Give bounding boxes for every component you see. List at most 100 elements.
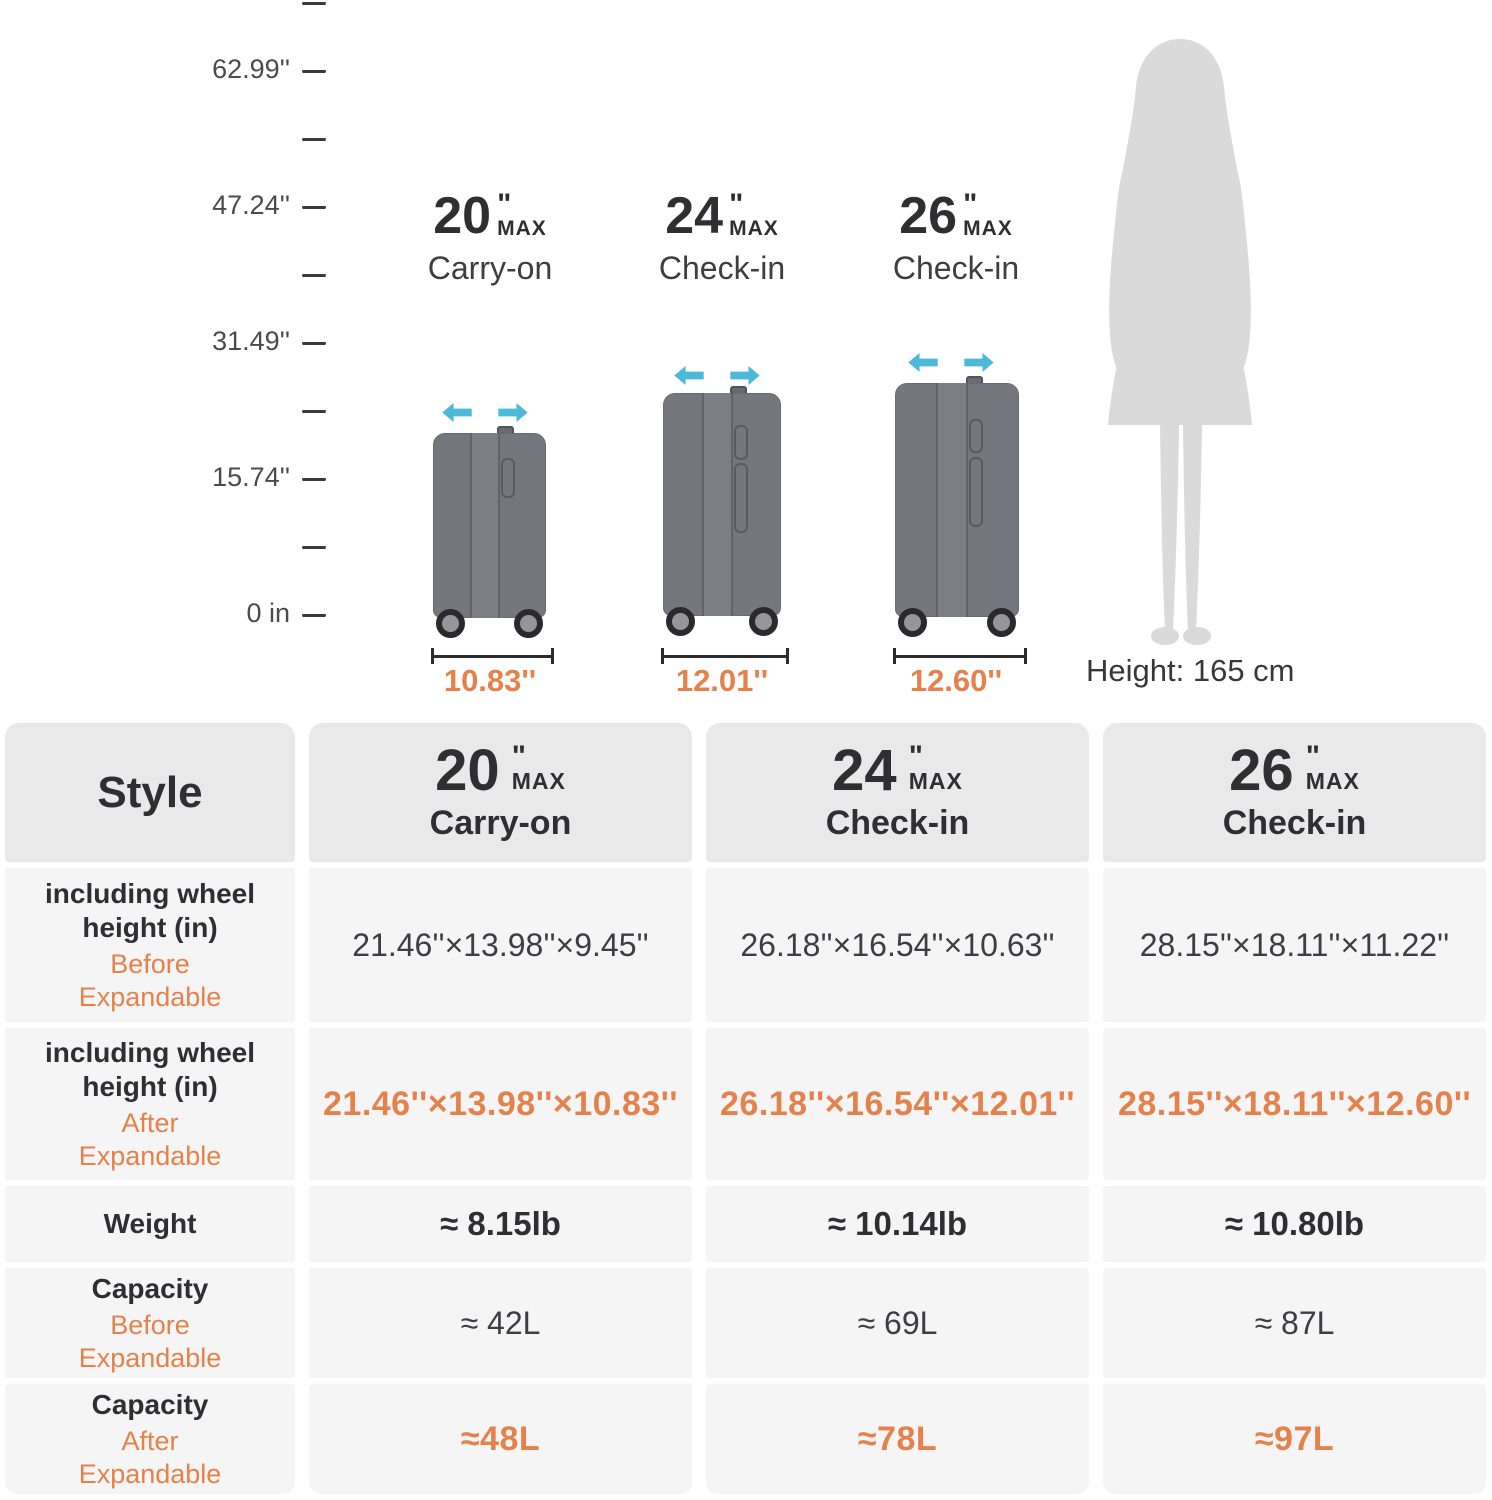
luggage-type-label: Check-in [1222,804,1367,842]
side-handle-slot [733,463,748,534]
table-cell: 28.15''×18.11''×12.60'' [1103,1028,1486,1180]
table-cell: 21.46''×13.98''×10.83'' [309,1028,692,1180]
capacity-value: ≈ 87L [1254,1304,1335,1341]
width-measurement-label: 10.83'' [443,663,537,698]
luggage-type-label: Check-in [892,250,1020,286]
expand-left-arrow-icon [674,366,704,385]
capacity-value: ≈ 42L [460,1304,541,1341]
row-header-capacity-after: Capacity After Expandable [5,1384,295,1494]
ruler-tick [302,342,326,345]
weight-value: ≈ 10.80lb [1224,1205,1365,1242]
inch-max-mark: " MAX [963,188,1013,240]
ruler-tick-label: 31.49'' [212,326,290,356]
size-number: 24 [832,738,897,803]
size-heading: 24 " MAX [832,742,963,800]
expand-left-arrow-icon [442,403,472,422]
table-header-26: 26 " MAX Check-in [1103,723,1486,862]
table-cell: ≈ 8.15lb [309,1186,692,1262]
ruler-tick [302,614,326,617]
side-handle-slot [969,456,984,527]
size-number: 24 [665,187,724,245]
size-heading: 26 " MAX [899,190,1013,242]
max-label: MAX [729,216,779,240]
table-cell: ≈48L [309,1384,692,1494]
max-label: MAX [1305,767,1360,794]
size-number: 20 [435,738,500,803]
table-header-24: 24 " MAX Check-in [706,723,1089,862]
side-handle-slot [969,418,984,454]
dimension-value: 28.15''×18.11''×11.22'' [1139,926,1450,963]
expansion-band [935,383,969,617]
table-cell: ≈ 69L [706,1268,1089,1378]
ruler-tick [302,70,326,73]
person-height-label: Height: 165 cm [1086,653,1295,688]
luggage-type-label: Check-in [658,250,786,286]
max-label: MAX [908,767,963,794]
row-label: Weight [103,1208,197,1240]
luggage-wheel [666,607,695,636]
weight-value: ≈ 10.14lb [827,1205,968,1242]
comparison-table: Style 20 " MAX Carry-on 24 " MAX Check-i… [5,723,1486,1494]
ruler-tick [302,274,326,277]
inch-mark: " [511,740,526,773]
capacity-value-expanded: ≈97L [1254,1419,1335,1458]
side-handle-slot [733,424,748,461]
inch-max-mark: " MAX [497,190,547,240]
luggage-26-illustration [895,376,1019,637]
luggage-20-illustration [433,426,546,638]
expand-left-arrow-icon [908,353,938,372]
inch-mark: " [1305,740,1320,773]
ruler-tick [302,410,326,413]
table-header-20: 20 " MAX Carry-on [309,723,692,862]
inch-max-mark: " MAX [908,742,963,794]
ruler-tick-label: 62.99'' [212,54,290,84]
row-label: Capacity [91,1272,209,1304]
table-cell: ≈ 10.80lb [1103,1186,1486,1262]
inch-mark: " [729,188,744,221]
dimension-value: 26.18''×16.54''×10.63'' [740,926,1055,963]
inch-max-mark: " MAX [729,188,779,240]
row-label: including wheel height (in) [44,878,255,943]
luggage-wheel [987,608,1016,637]
table-cell: ≈ 87L [1103,1268,1486,1378]
row-header-weight: Weight [5,1186,295,1262]
table-cell: 21.46''×13.98''×9.45'' [309,868,692,1022]
luggage-wheel [898,608,927,637]
row-sublabel: Before Expandable [78,1310,222,1373]
size-heading: 24 " MAX [665,190,779,242]
dimension-value-expanded: 28.15''×18.11''×12.60'' [1117,1084,1472,1123]
side-handle-slot [500,457,515,499]
expansion-band [701,393,734,616]
width-measurement-label: 12.60'' [909,663,1003,698]
luggage-type-label: Check-in [825,804,970,842]
inch-mark: " [963,188,978,221]
row-sublabel: After Expandable [78,1108,222,1171]
width-measurement-label: 12.01'' [675,663,769,698]
size-heading: 26 " MAX [1229,742,1360,800]
row-header-height-after: including wheel height (in) After Expand… [5,1028,295,1180]
ruler-tick-label: 0 in [246,598,290,628]
inch-max-mark: " MAX [1305,740,1360,794]
table-cell: ≈ 10.14lb [706,1186,1089,1262]
luggage-type-label: Carry-on [429,804,572,842]
luggage-24-illustration [663,386,781,636]
row-label: including wheel height (in) [44,1037,255,1102]
width-measure-bracket [893,648,1027,664]
max-label: MAX [497,216,547,240]
ruler-tick-label: 47.24'' [212,190,290,220]
table-header-style: Style [5,723,295,862]
dimension-value-expanded: 26.18''×16.54''×12.01'' [720,1084,1075,1123]
table-cell: ≈97L [1103,1384,1486,1494]
capacity-value: ≈ 69L [857,1304,938,1341]
size-number: 20 [433,187,492,245]
size-number: 26 [899,187,958,245]
table-cell: 28.15''×18.11''×11.22'' [1103,868,1486,1022]
size-heading: 20 " MAX [435,742,566,800]
ruler-tick [302,2,326,5]
max-label: MAX [963,216,1013,240]
ruler-tick [302,206,326,209]
expansion-band [470,433,501,618]
size-number: 26 [1229,738,1294,803]
ruler-tick [302,478,326,481]
